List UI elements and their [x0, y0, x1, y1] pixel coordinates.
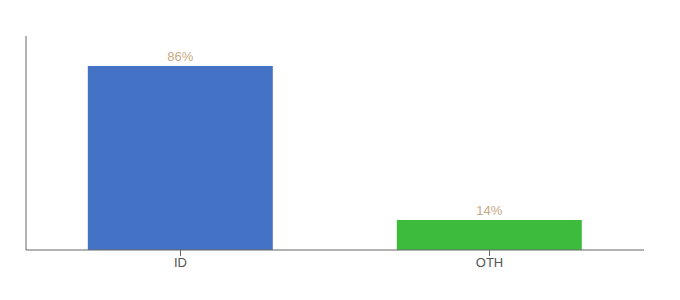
svg-text:OTH: OTH: [476, 255, 503, 270]
svg-text:ID: ID: [174, 255, 187, 270]
svg-text:14%: 14%: [476, 203, 502, 218]
svg-text:86%: 86%: [167, 49, 193, 64]
